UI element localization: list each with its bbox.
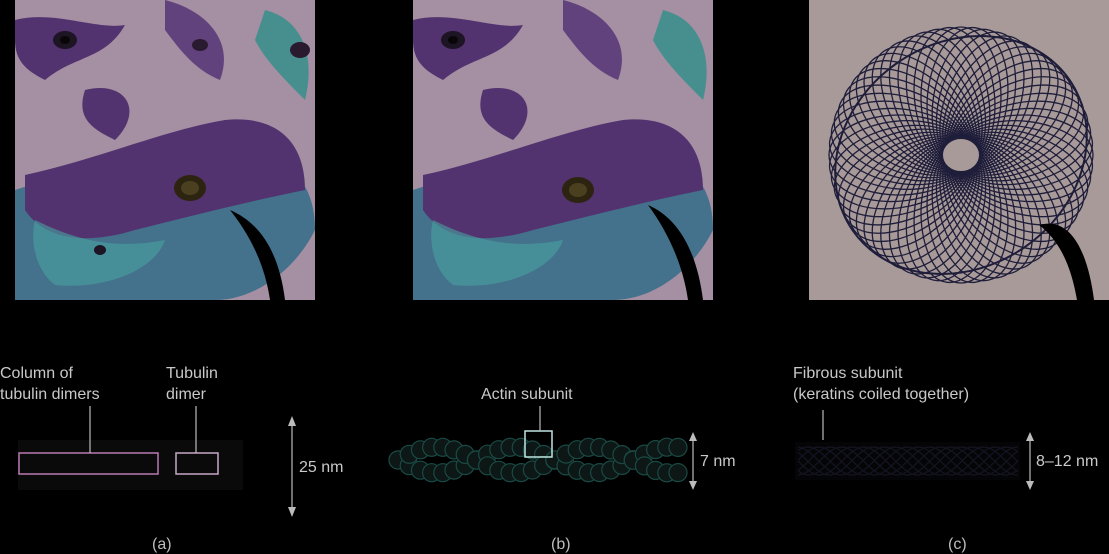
micrograph-intermediate-filaments [809, 0, 1109, 300]
caption-c: (c) [948, 536, 967, 553]
dimension-8-12nm: 8–12 nm [1036, 453, 1099, 470]
keratin-strand [797, 446, 1019, 476]
column-highlight-box [18, 452, 159, 475]
keratin-strand [797, 446, 1019, 476]
actin-bead [668, 437, 688, 457]
keratin-strand [797, 446, 1019, 476]
keratin-strand [797, 446, 1019, 476]
keratin-strand [797, 446, 1019, 476]
tubulin-dimer-label: Tubulin dimer [166, 365, 218, 403]
intermediate-filament-diagram [795, 410, 1034, 490]
actin-bead [668, 463, 688, 483]
caption-b: (b) [551, 536, 571, 553]
actin-subunit-box [524, 430, 553, 458]
keratin-strand [797, 446, 1019, 476]
micrograph-microfilaments [413, 0, 713, 300]
microtubule-diagram [18, 406, 296, 517]
column-of-tubulin-dimers-label: Column of tubulin dimers [0, 365, 100, 403]
keratin-strand [797, 446, 1019, 476]
caption-a: (a) [152, 536, 172, 553]
actin-diagram [388, 437, 688, 483]
micrograph-microtubules [15, 0, 315, 300]
actin-subunit-label: Actin subunit [481, 386, 573, 403]
dimer-highlight-box [175, 452, 219, 475]
keratin-outer-ring [834, 35, 1088, 275]
fibrous-subunit-label: Fibrous subunit (keratins coiled togethe… [793, 365, 970, 403]
dimension-25nm: 25 nm [299, 459, 344, 476]
dimension-7nm: 7 nm [700, 453, 736, 470]
